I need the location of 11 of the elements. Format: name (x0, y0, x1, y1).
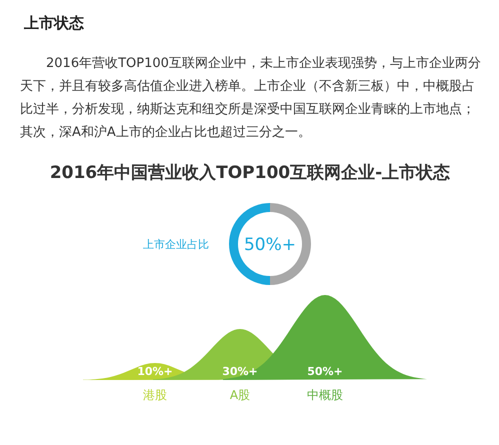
text: 2016年营收TOP100互联网企业中，未上市企业表现强势，与上市企业两分天下，并且有较多高估值企业进入榜单。上市企业（不含新三板）中，中概股占比过半，分析发现，纳斯达克和纽交所是深受中国互联网企业青睐的上市地点；其次，深A和沪A上市的企业占比也超过三分之一。 (20, 55, 482, 142)
chart-title: 2016年中国营业收入TOP100互联网企业-上市状态 (50, 163, 450, 183)
data-label: 50%+ (307, 365, 343, 378)
category-label: A股 (230, 388, 250, 402)
slice-label: 上市企业占比 (143, 238, 209, 251)
data-label: 10%+ (137, 365, 173, 378)
data-label: 30%+ (222, 365, 258, 378)
text: 上市状态 (24, 14, 84, 33)
category-label: 港股 (143, 388, 167, 402)
data-label: 50%+ (244, 235, 296, 255)
category-label: 中概股 (307, 388, 343, 402)
